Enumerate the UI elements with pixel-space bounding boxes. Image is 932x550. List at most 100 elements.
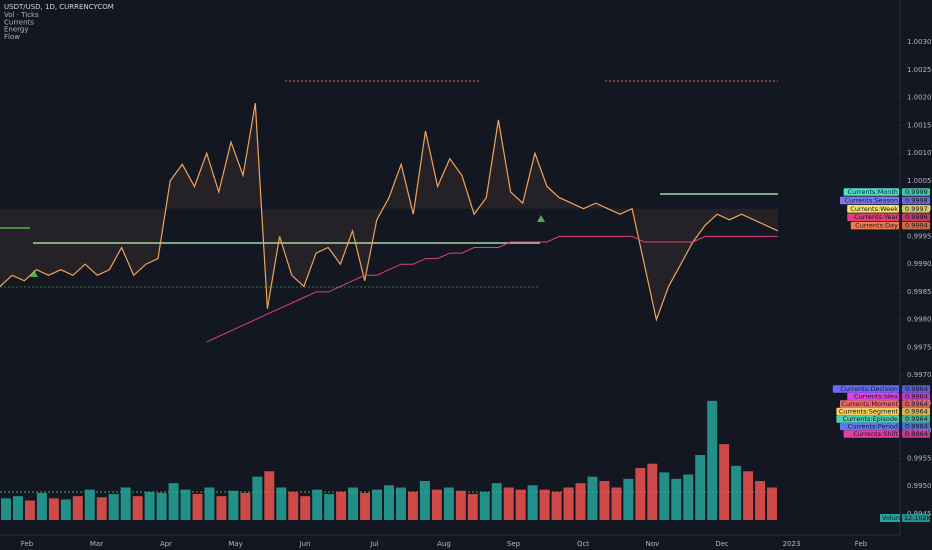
time-label: May xyxy=(228,540,242,548)
price-tick-label: 1.0010 xyxy=(907,149,932,157)
time-label: Dec xyxy=(715,540,729,548)
legend-name-box xyxy=(850,221,899,230)
volume-bar xyxy=(563,487,574,520)
volume-bar xyxy=(276,487,287,520)
volume-bar xyxy=(72,496,83,520)
price-tick-label: 0.9945 xyxy=(907,510,932,518)
volume-bar xyxy=(683,474,694,520)
volume-bar xyxy=(228,490,239,520)
price-tick-label: 1.0020 xyxy=(907,94,932,102)
legend-value: 0.9964 xyxy=(905,415,928,423)
volume-bar xyxy=(384,485,394,520)
legend-name-box xyxy=(843,188,899,196)
legend-name: Currents:Idea xyxy=(854,393,898,401)
legend-value: 0.9964 xyxy=(905,423,928,431)
legend-value: 0.9964 xyxy=(905,400,928,408)
volume-bar xyxy=(336,491,347,520)
time-label: Oct xyxy=(577,540,589,548)
series-line xyxy=(206,235,778,343)
volume-bar xyxy=(659,472,670,520)
price-tick-label: 1.0025 xyxy=(907,66,932,74)
price-area xyxy=(0,103,778,320)
volume-bar xyxy=(431,489,442,520)
legend-value: 0.9964 xyxy=(905,408,928,416)
volume-bar xyxy=(108,494,119,520)
legend-name-box xyxy=(843,430,899,438)
volume-bar xyxy=(372,489,383,520)
price-tick-label: 0.9955 xyxy=(907,454,932,462)
legend-name-box xyxy=(847,213,899,221)
legend-value-box xyxy=(902,188,930,196)
legend-name: Currents:Season xyxy=(844,196,898,204)
legend-name: Currents:Segment xyxy=(839,408,899,416)
volume-bar xyxy=(539,489,550,520)
legend-value-box xyxy=(902,221,930,230)
legend-value: 0.9996 xyxy=(905,213,928,221)
indicator-name: Vol · Ticks xyxy=(4,11,39,19)
price-tick-label: 1.0030 xyxy=(907,38,932,46)
time-label: Sep xyxy=(507,540,521,548)
volume-bar xyxy=(695,455,706,520)
volume-bar xyxy=(395,487,406,520)
volume-bar xyxy=(144,491,155,520)
legend-value: 0.9998 xyxy=(905,196,928,204)
volume-bar xyxy=(60,499,71,520)
volume-bar xyxy=(419,481,430,520)
time-label: Feb xyxy=(855,540,868,548)
volume-bar xyxy=(479,491,490,520)
legend-name-box xyxy=(847,205,899,213)
symbol-title: USDT/USD, 1D, CURRENCYCOM xyxy=(4,3,114,11)
volume-bar xyxy=(503,487,514,520)
legend-value-box xyxy=(902,213,930,221)
volume-bar xyxy=(36,492,47,520)
time-label: Feb xyxy=(21,540,34,548)
indicator-name: Currents xyxy=(4,18,34,26)
time-label: Jul xyxy=(369,540,379,548)
price-tick-label: 0.9950 xyxy=(907,482,932,490)
volume-bar xyxy=(96,497,107,520)
price-tick-label: 0.9970 xyxy=(907,371,932,379)
legend-name: Currents:Year xyxy=(854,213,898,221)
volume-bar xyxy=(288,491,299,520)
volume-bar xyxy=(312,489,323,520)
volume-bar xyxy=(204,487,215,520)
legend-value-box xyxy=(902,415,930,423)
legend-value-box xyxy=(902,422,930,431)
time-label: Aug xyxy=(437,540,451,548)
volume-bar xyxy=(168,483,179,520)
price-tick-label: 0.9985 xyxy=(907,288,932,296)
legend-value-box xyxy=(902,392,930,401)
ui-layer: USDT/USD, 1D, CURRENCYCOM Vol · TicksCur… xyxy=(4,3,932,548)
legend-value-box xyxy=(902,205,930,213)
volume-bar xyxy=(216,496,227,520)
legend-name-box xyxy=(836,415,899,423)
legend-value-box xyxy=(902,400,930,408)
volume-bar xyxy=(755,481,766,520)
volume-value: 12.102K xyxy=(904,514,932,522)
price-tick-label: 0.9980 xyxy=(907,316,932,324)
volume-bar xyxy=(360,492,371,520)
volume-bar xyxy=(443,487,454,520)
volume-bar xyxy=(611,487,622,520)
volume-bar xyxy=(599,481,610,520)
volume-layer xyxy=(1,400,777,520)
volume-bar xyxy=(767,487,777,520)
legend-value: 0.9964 xyxy=(905,430,928,438)
volume-bar xyxy=(671,478,682,520)
volume-bar xyxy=(132,496,143,520)
volume-bar xyxy=(491,483,502,520)
volume-bar xyxy=(587,476,598,520)
legend-value-box xyxy=(902,385,930,393)
volume-bar xyxy=(551,491,562,520)
legend-value-box xyxy=(902,196,930,205)
legend-name: Currents:Shift xyxy=(853,430,898,438)
volume-bar xyxy=(707,400,718,520)
lines-layer xyxy=(0,103,779,343)
signal-triangle xyxy=(30,270,38,277)
volume-bar xyxy=(743,471,754,520)
volume-bar xyxy=(623,478,634,520)
volume-bar xyxy=(1,498,11,520)
time-label: Mar xyxy=(90,540,103,548)
volume-bar xyxy=(264,471,275,520)
